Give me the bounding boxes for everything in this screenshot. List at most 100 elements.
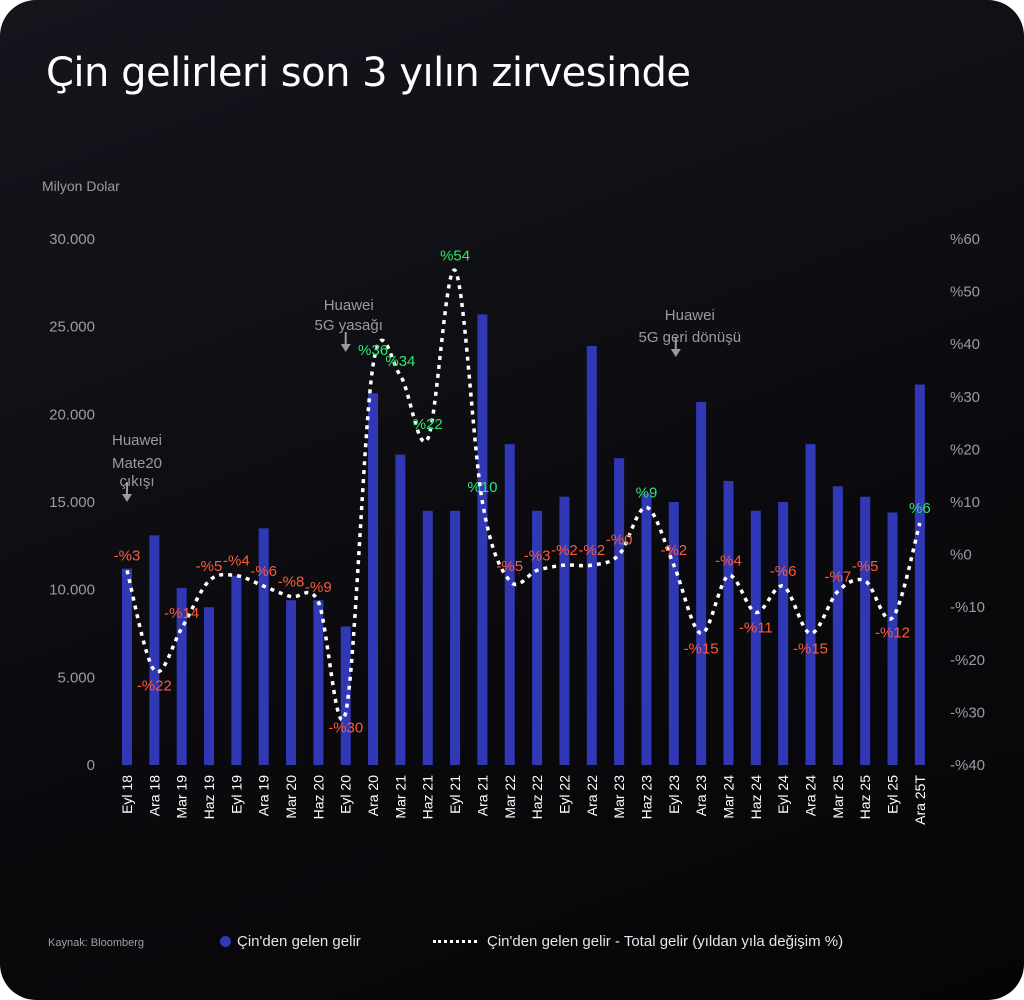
data-label: -%22 <box>137 677 172 694</box>
bar <box>231 575 242 765</box>
bar <box>723 480 734 765</box>
bar <box>313 600 324 765</box>
source-note: Kaynak: Bloomberg <box>48 937 144 949</box>
x-tick-label: Ara 18 <box>146 775 162 816</box>
data-label: -%2 <box>578 542 605 559</box>
legend-bar-label: Çin'den gelen gelir <box>237 933 361 950</box>
x-tick-label: Haz 21 <box>420 775 436 820</box>
x-tick-label: Mar 20 <box>283 775 299 819</box>
data-label: -%11 <box>739 619 773 636</box>
y-axis-label: Milyon Dolar <box>42 178 120 194</box>
x-tick-label: Ara 20 <box>365 775 381 816</box>
annotation-text: Mate20 <box>112 455 162 472</box>
bar <box>778 502 789 765</box>
x-tick-label: Haz 24 <box>748 775 764 820</box>
data-label: -%9 <box>305 579 332 596</box>
x-tick-label: Mar 21 <box>392 775 408 819</box>
legend-line-swatch <box>433 940 477 943</box>
data-label: -%6 <box>250 563 277 580</box>
x-tick-label: Eyl 22 <box>556 775 572 814</box>
data-label: -%8 <box>278 574 305 591</box>
y-tick-label: 20.000 <box>49 406 95 423</box>
y2-tick-label: %0 <box>950 547 972 564</box>
bar <box>586 345 597 765</box>
data-label: %34 <box>385 353 415 370</box>
bar <box>204 607 215 765</box>
data-label: -%30 <box>328 719 363 736</box>
x-tick-label: Ara 23 <box>693 775 709 816</box>
annotation-text: çıkışı <box>119 473 154 490</box>
bar <box>258 528 269 765</box>
x-tick-label: Mar 22 <box>502 775 518 819</box>
x-tick-label: Eyl 25 <box>885 775 901 814</box>
bar <box>450 510 461 765</box>
data-label: -%15 <box>793 641 828 658</box>
bar <box>805 444 816 765</box>
data-label: -%6 <box>770 563 797 580</box>
data-label: -%14 <box>164 605 199 622</box>
x-tick-label: Mar 24 <box>720 775 736 819</box>
y-tick-label: 0 <box>87 757 95 774</box>
x-tick-label: Eyl 19 <box>228 775 244 814</box>
bar <box>176 587 187 765</box>
y-tick-label: 15.000 <box>49 494 95 511</box>
data-label: %9 <box>636 484 658 501</box>
bar <box>860 496 871 765</box>
x-tick-label: Mar 23 <box>611 775 627 819</box>
data-label: %54 <box>440 248 470 265</box>
bar <box>122 568 132 765</box>
bar <box>532 510 543 765</box>
x-tick-label: Mar 25 <box>830 775 846 819</box>
y2-tick-label: %60 <box>950 231 980 248</box>
data-label: -%3 <box>114 547 141 564</box>
data-label: -%0 <box>606 532 633 549</box>
data-label: %10 <box>467 479 497 496</box>
data-label: -%5 <box>196 558 223 575</box>
x-tick-label: Ara 21 <box>474 775 490 816</box>
data-label: -%3 <box>524 547 551 564</box>
y2-tick-label: %30 <box>950 389 980 406</box>
data-label: -%12 <box>875 625 910 642</box>
y2-tick-label: -%30 <box>950 704 985 721</box>
x-tick-label: Ara 22 <box>584 775 600 816</box>
y2-tick-label: -%10 <box>950 599 985 616</box>
x-tick-label: Haz 25 <box>857 775 873 820</box>
x-tick-label: Eyl 21 <box>447 775 463 814</box>
arrow-head-icon <box>340 344 351 352</box>
x-tick-label: Haz 22 <box>529 775 545 820</box>
x-tick-label: Haz 20 <box>310 775 326 820</box>
x-tick-label: Haz 19 <box>201 775 217 820</box>
annotation-text: 5G yasağı <box>315 317 383 334</box>
data-label: -%2 <box>551 542 578 559</box>
y-tick-label: 30.000 <box>49 231 95 248</box>
x-tick-label: Ara 25T <box>912 775 928 825</box>
annotation-text: Huawei <box>324 297 374 314</box>
data-label: -%5 <box>496 558 523 575</box>
bar <box>696 402 707 765</box>
bar <box>887 512 898 765</box>
data-label: %6 <box>909 500 931 517</box>
data-label: %36 <box>358 342 388 359</box>
data-label: -%4 <box>223 553 250 570</box>
x-tick-label: Eyl 24 <box>775 775 791 814</box>
annotation-text: 5G geri dönüşü <box>639 329 742 346</box>
bar <box>422 510 433 765</box>
annotation-text: Huawei <box>665 307 715 324</box>
y2-tick-label: %50 <box>950 284 980 301</box>
arrow-head-icon <box>670 349 681 357</box>
annotation-text: Huawei <box>112 432 162 449</box>
bar <box>286 600 297 765</box>
legend-bar-swatch <box>220 936 231 947</box>
legend-line-label: Çin'den gelen gelir - Total gelir (yılda… <box>487 933 844 950</box>
bar <box>149 535 160 765</box>
bar <box>477 314 488 765</box>
x-tick-label: Haz 23 <box>638 775 654 820</box>
x-tick-label: Ara 19 <box>256 775 272 816</box>
data-label: -%4 <box>715 553 742 570</box>
x-tick-label: Eyl 20 <box>338 775 354 814</box>
bar <box>340 626 351 765</box>
data-label: -%15 <box>684 641 719 658</box>
bar <box>559 496 570 765</box>
